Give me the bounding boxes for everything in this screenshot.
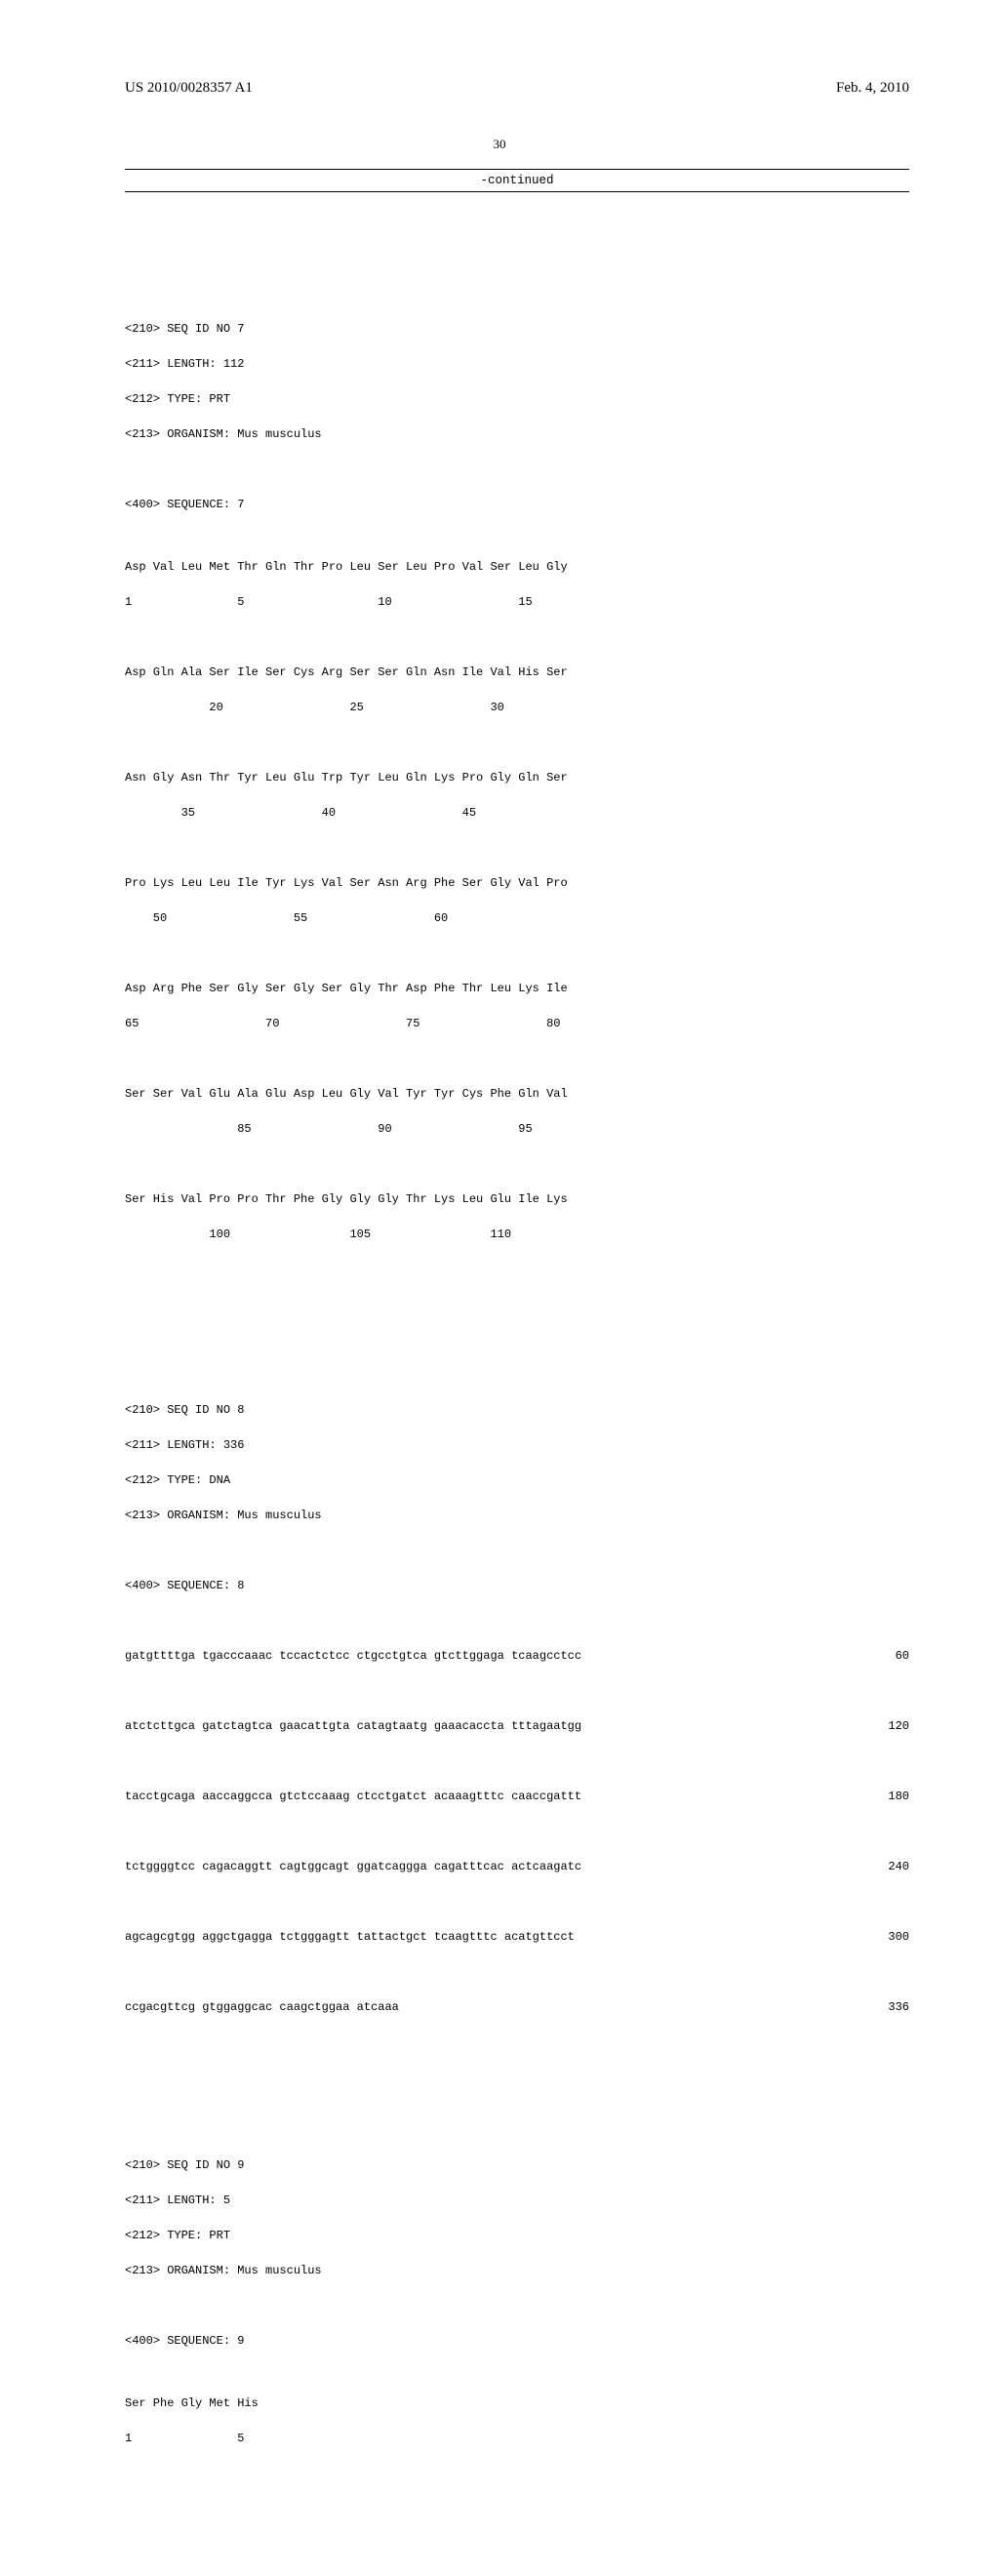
seq8-dna-num-2: 180 (859, 1788, 909, 1805)
seq9-block: <210> SEQ ID NO 9 <211> LENGTH: 5 <212> … (125, 2139, 909, 2500)
seq8-dna-4: agcagcgtgg aggctgagga tctgggagtt tattact… (125, 1928, 909, 1946)
seq8-dna-2: tacctgcaga aaccaggcca gtctccaaag ctcctga… (125, 1788, 909, 1805)
seq7-aa-6: Ser His Val Pro Pro Thr Phe Gly Gly Gly … (125, 1190, 909, 1208)
seq7-aa-3: Pro Lys Leu Leu Ile Tyr Lys Val Ser Asn … (125, 874, 909, 892)
page-number: 30 (0, 137, 999, 152)
seq8-dna-0: gatgttttga tgacccaaac tccactctcc ctgcctg… (125, 1647, 909, 1665)
seq7-protein: Asp Val Leu Met Thr Gln Thr Pro Leu Ser … (125, 541, 909, 1261)
seq9-header: <400> SEQUENCE: 9 (125, 2332, 909, 2350)
publication-date: Feb. 4, 2010 (836, 80, 909, 97)
seq8-dna-num-3: 240 (859, 1858, 909, 1875)
seq7-num-4: 65 70 75 80 (125, 1015, 909, 1032)
seq8-dna-seq-1: atctcttgca gatctagtca gaacattgta catagta… (125, 1717, 581, 1735)
seq7-num-1: 20 25 30 (125, 699, 909, 716)
seq9-meta-2: <212> TYPE: PRT (125, 2227, 909, 2244)
seq7-aa-2: Asn Gly Asn Thr Tyr Leu Glu Trp Tyr Leu … (125, 769, 909, 786)
seq7-aa-0: Asp Val Leu Met Thr Gln Thr Pro Leu Ser … (125, 558, 909, 576)
seq8-dna-seq-4: agcagcgtgg aggctgagga tctgggagtt tattact… (125, 1928, 575, 1946)
seq8-dna-seq-0: gatgttttga tgacccaaac tccactctcc ctgcctg… (125, 1647, 581, 1665)
seq8-dna-num-4: 300 (859, 1928, 909, 1946)
continued-bar: -continued (125, 169, 909, 192)
sequence-listing: <210> SEQ ID NO 7 <211> LENGTH: 112 <212… (125, 215, 909, 2576)
seq7-meta-1: <211> LENGTH: 112 (125, 355, 909, 373)
seq8-meta-0: <210> SEQ ID NO 8 (125, 1401, 909, 1419)
seq8-block: <210> SEQ ID NO 8 <211> LENGTH: 336 <212… (125, 1384, 909, 2051)
seq9-protein: Ser Phe Gly Met His 1 5 (125, 2377, 909, 2465)
seq7-meta-2: <212> TYPE: PRT (125, 390, 909, 408)
seq9-num-0: 1 5 (125, 2430, 909, 2447)
seq9-meta-1: <211> LENGTH: 5 (125, 2192, 909, 2209)
seq7-meta-3: <213> ORGANISM: Mus musculus (125, 425, 909, 443)
seq8-meta-1: <211> LENGTH: 336 (125, 1436, 909, 1454)
seq9-meta-3: <213> ORGANISM: Mus musculus (125, 2262, 909, 2279)
seq7-block: <210> SEQ ID NO 7 <211> LENGTH: 112 <212… (125, 302, 909, 1296)
seq8-meta-2: <212> TYPE: DNA (125, 1471, 909, 1489)
seq7-num-6: 100 105 110 (125, 1226, 909, 1243)
seq9-aa-0: Ser Phe Gly Met His (125, 2395, 909, 2412)
seq7-num-5: 85 90 95 (125, 1120, 909, 1138)
seq7-meta-0: <210> SEQ ID NO 7 (125, 320, 909, 338)
seq8-dna-seq-3: tctggggtcc cagacaggtt cagtggcagt ggatcag… (125, 1858, 581, 1875)
seq7-aa-1: Asp Gln Ala Ser Ile Ser Cys Arg Ser Ser … (125, 664, 909, 681)
seq8-meta-3: <213> ORGANISM: Mus musculus (125, 1507, 909, 1524)
seq8-dna-1: atctcttgca gatctagtca gaacattgta catagta… (125, 1717, 909, 1735)
seq8-dna-seq-2: tacctgcaga aaccaggcca gtctccaaag ctcctga… (125, 1788, 581, 1805)
seq7-num-2: 35 40 45 (125, 804, 909, 822)
seq8-header: <400> SEQUENCE: 8 (125, 1577, 909, 1594)
seq7-num-0: 1 5 10 15 (125, 593, 909, 611)
seq8-dna-num-5: 336 (859, 1998, 909, 2016)
seq8-dna-num-1: 120 (859, 1717, 909, 1735)
seq7-aa-5: Ser Ser Val Glu Ala Glu Asp Leu Gly Val … (125, 1085, 909, 1103)
seq8-dna-num-0: 60 (866, 1647, 909, 1665)
seq8-dna-seq-5: ccgacgttcg gtggaggcac caagctggaa atcaaa (125, 1998, 399, 2016)
seq9-meta-0: <210> SEQ ID NO 9 (125, 2156, 909, 2174)
continued-label: -continued (480, 174, 553, 187)
publication-number: US 2010/0028357 A1 (125, 80, 253, 97)
seq8-dna-3: tctggggtcc cagacaggtt cagtggcagt ggatcag… (125, 1858, 909, 1875)
seq7-num-3: 50 55 60 (125, 909, 909, 927)
seq7-aa-4: Asp Arg Phe Ser Gly Ser Gly Ser Gly Thr … (125, 980, 909, 997)
page-container: US 2010/0028357 A1 Feb. 4, 2010 30 -cont… (0, 0, 999, 1288)
seq8-dna-5: ccgacgttcg gtggaggcac caagctggaa atcaaa 3… (125, 1998, 909, 2016)
seq7-header: <400> SEQUENCE: 7 (125, 496, 909, 513)
